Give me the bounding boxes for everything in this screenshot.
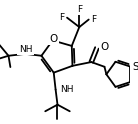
Text: O: O	[101, 42, 109, 52]
Text: F: F	[77, 5, 82, 14]
Text: O: O	[49, 33, 58, 44]
Text: NH: NH	[60, 85, 74, 94]
Text: NH: NH	[19, 45, 32, 54]
Text: F: F	[59, 13, 64, 22]
Text: S: S	[132, 62, 138, 72]
Text: F: F	[91, 15, 97, 24]
